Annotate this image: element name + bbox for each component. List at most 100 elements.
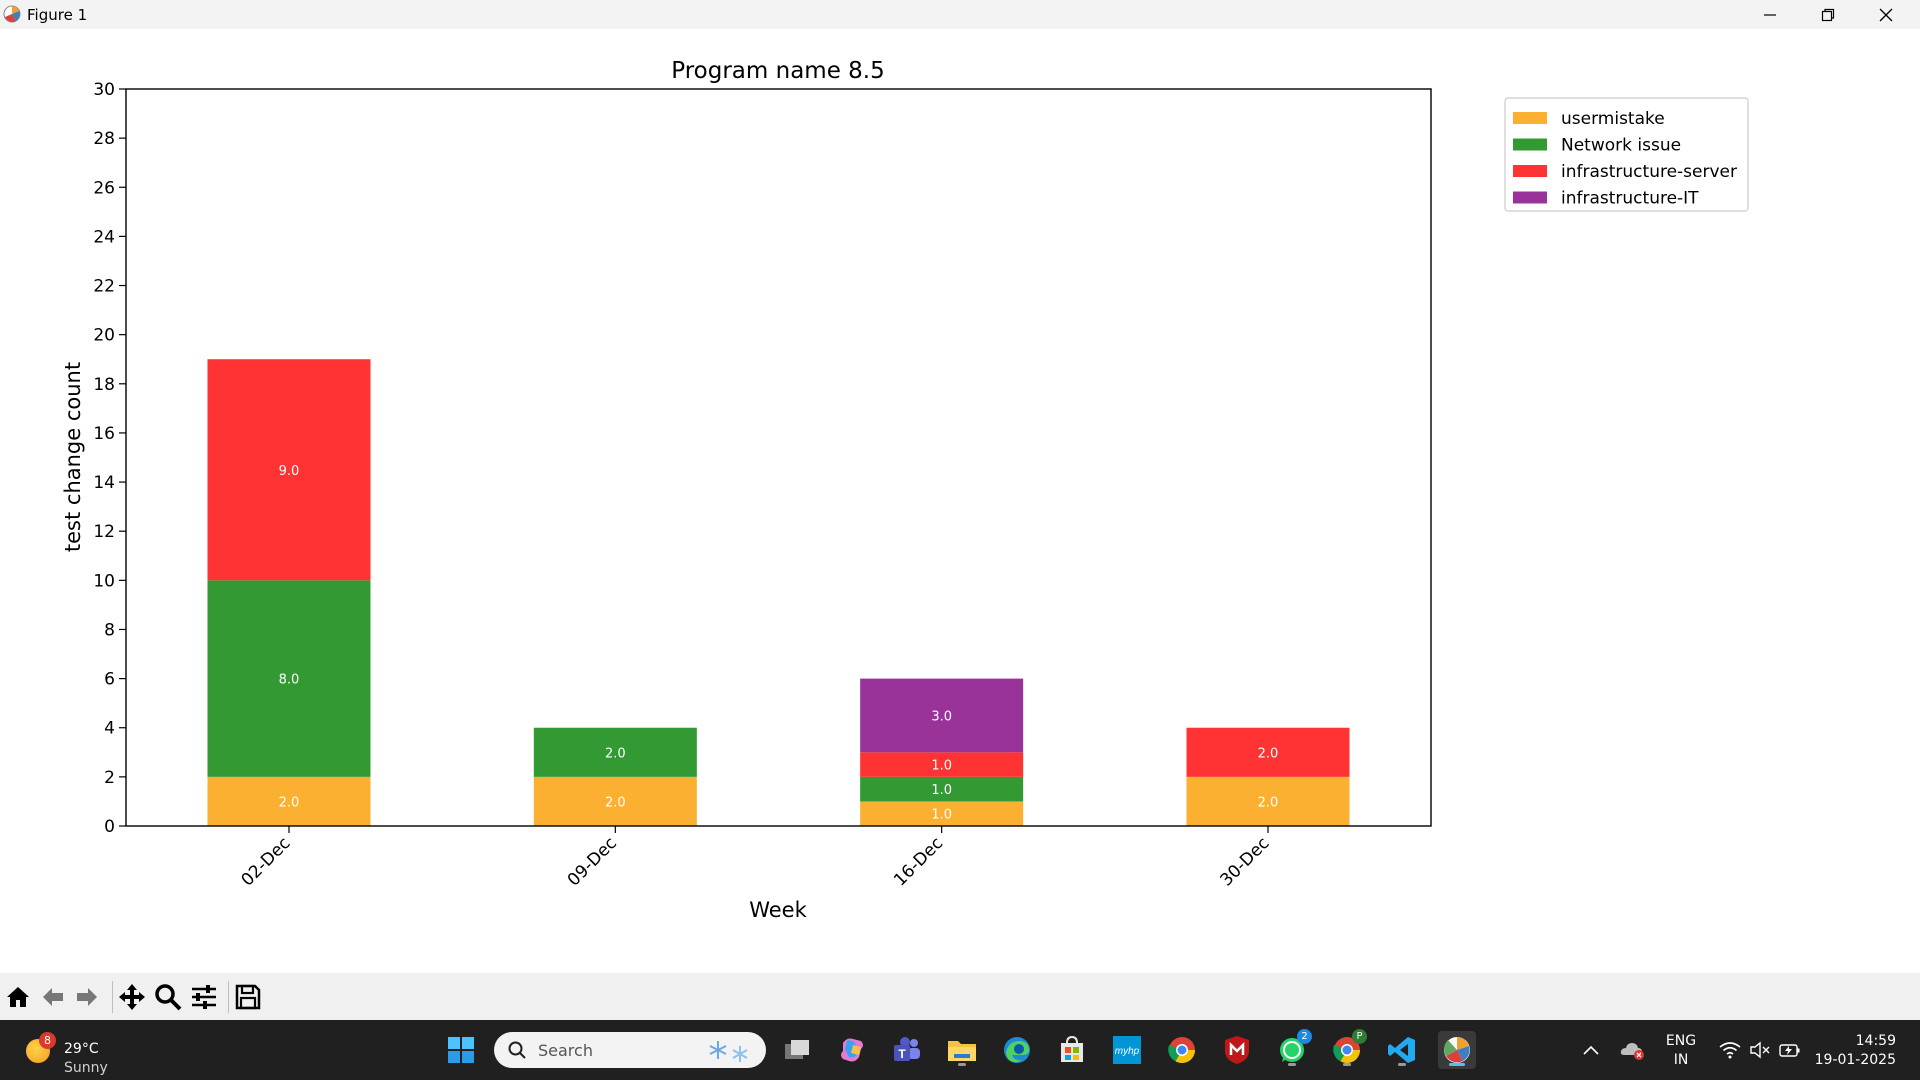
bar-value-label: 1.0 [931, 759, 952, 774]
minimize-button[interactable] [1741, 0, 1799, 29]
teams-button[interactable]: T [888, 1031, 926, 1069]
y-tick-label: 8 [104, 620, 115, 640]
teams-icon: T [894, 1037, 920, 1061]
store-icon [1061, 1035, 1083, 1062]
back-button[interactable] [37, 981, 69, 1013]
windows-logo-icon [448, 1037, 474, 1063]
zoom-button[interactable] [152, 981, 184, 1013]
x-axis-label: Week [749, 898, 807, 922]
y-tick-label: 26 [93, 178, 115, 198]
y-tick-label: 22 [93, 277, 115, 297]
onedrive-button[interactable] [1614, 1031, 1652, 1069]
close-button[interactable] [1857, 0, 1915, 29]
chrome-icon [1333, 1037, 1361, 1064]
x-tick-label: 16-Dec [890, 833, 947, 890]
language-indicator[interactable]: ENG IN [1659, 1032, 1703, 1070]
save-button[interactable] [232, 981, 264, 1013]
y-tick-label: 6 [104, 670, 115, 690]
stacked-bar-chart: 2.08.09.02.02.01.01.01.03.02.02.0 024681… [61, 58, 1749, 922]
bar-value-label: 2.0 [605, 795, 626, 810]
show-hidden-icons-button[interactable] [1572, 1031, 1610, 1069]
matplotlib-figure-button[interactable] [1438, 1031, 1476, 1069]
configure-subplots-button[interactable] [188, 981, 220, 1013]
bar-segment [207, 359, 371, 581]
file-explorer-button[interactable] [943, 1031, 981, 1069]
chrome-button[interactable] [1163, 1031, 1201, 1069]
active-indicator [1449, 1063, 1465, 1066]
myhp-icon: myhp [1113, 1036, 1141, 1064]
running-indicator [1398, 1063, 1406, 1066]
whatsapp-badge: 2 [1297, 1029, 1312, 1044]
minimize-icon [1764, 13, 1776, 16]
y-tick-label: 18 [93, 375, 115, 395]
language-region: IN [1673, 1052, 1689, 1068]
bar-value-label: 1.0 [931, 783, 952, 798]
y-tick-label: 12 [93, 522, 115, 542]
vscode-icon [1388, 1037, 1415, 1063]
legend-label: infrastructure-server [1561, 162, 1737, 182]
close-icon [1879, 8, 1893, 21]
mcafee-button[interactable] [1218, 1031, 1256, 1069]
bar-value-label: 1.0 [931, 808, 952, 823]
copilot-icon [841, 1038, 863, 1062]
onedrive-error-icon [1620, 1043, 1644, 1060]
weather-widget[interactable]: 8 29°C Sunny [24, 1030, 174, 1076]
y-tick-label: 14 [93, 473, 115, 493]
legend-swatch [1513, 191, 1547, 204]
bar-segment [207, 580, 371, 777]
myhp-button[interactable]: myhp [1108, 1031, 1146, 1069]
x-axis: 02-Dec 09-Dec 16-Dec 30-Dec [237, 826, 1274, 890]
window-title: Figure 1 [27, 6, 88, 24]
quick-settings-button[interactable] [1712, 1031, 1808, 1069]
search-placeholder: Search [538, 1041, 593, 1060]
vscode-button[interactable] [1383, 1031, 1421, 1069]
battery-charging-icon [1779, 1044, 1800, 1057]
chrome-profile-button[interactable]: P [1328, 1029, 1367, 1069]
bar-value-label: 2.0 [605, 746, 626, 761]
wifi-icon [1719, 1042, 1741, 1059]
running-indicator [958, 1063, 966, 1066]
bar-segment [1186, 727, 1350, 777]
matplotlib-app-icon [3, 5, 21, 23]
bar-segment [1186, 776, 1350, 826]
window-titlebar: Figure 1 [0, 0, 1920, 29]
bar-value-label: 2.0 [1258, 746, 1279, 761]
chevron-up-icon [1583, 1045, 1599, 1055]
ms-store-button[interactable] [1053, 1031, 1091, 1069]
home-button[interactable] [2, 981, 34, 1013]
mcafee-shield-icon [1225, 1036, 1249, 1064]
home-icon [7, 987, 29, 1007]
taskbar-search[interactable]: Search [494, 1032, 766, 1068]
toolbar-separator [112, 981, 113, 1013]
edge-button[interactable] [998, 1031, 1036, 1069]
restore-icon [1821, 8, 1835, 21]
x-tick-label: 30-Dec [1216, 833, 1273, 890]
forward-button[interactable] [71, 981, 103, 1013]
folder-icon [948, 1041, 976, 1061]
bar-value-label: 2.0 [1258, 795, 1279, 810]
y-tick-label: 30 [93, 80, 115, 100]
task-view-button[interactable] [779, 1031, 817, 1069]
whatsapp-button[interactable]: 2 [1273, 1029, 1312, 1069]
bar-segment [860, 776, 1024, 802]
start-button[interactable] [442, 1031, 480, 1069]
pan-button[interactable] [116, 981, 148, 1013]
bar-value-label: 2.0 [279, 795, 300, 810]
configure-subplots-icon [192, 985, 216, 1009]
y-tick-label: 2 [104, 768, 115, 788]
copilot-button[interactable] [833, 1031, 871, 1069]
y-tick-label: 24 [93, 227, 115, 247]
weather-temperature: 29°C [64, 1041, 99, 1057]
chart-title: Program name 8.5 [671, 58, 884, 84]
weather-badge: 8 [39, 1032, 56, 1049]
y-axis-label: test change count [61, 362, 85, 552]
y-tick-label: 28 [93, 129, 115, 149]
bar-value-label: 9.0 [279, 464, 300, 479]
legend-label: infrastructure-IT [1561, 189, 1699, 209]
restore-button[interactable] [1799, 0, 1857, 29]
forward-arrow-icon [77, 988, 97, 1006]
x-tick-label: 09-Dec [564, 833, 621, 890]
clock[interactable]: 14:59 19-01-2025 [1808, 1032, 1908, 1070]
